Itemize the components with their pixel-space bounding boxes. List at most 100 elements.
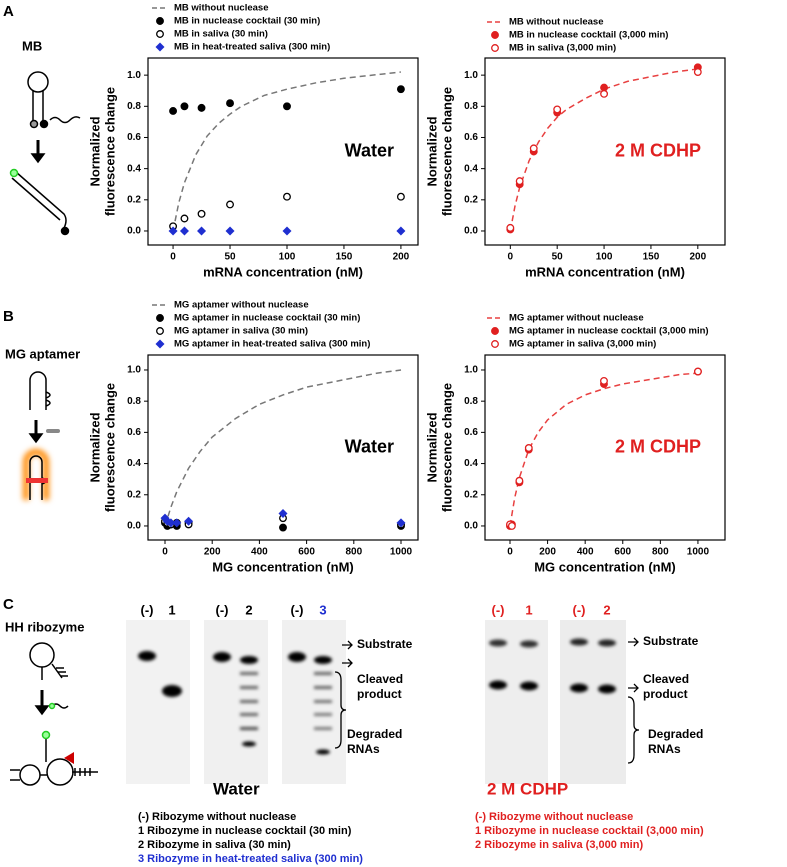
y-tick-label: 0.8 (127, 101, 141, 112)
gel-marker: RNAs (347, 742, 380, 756)
plot-frame (484, 57, 726, 246)
gel-marker: Substrate (643, 634, 699, 648)
legend-label: MB in nuclease cocktail (30 min) (174, 16, 320, 27)
point (396, 518, 406, 528)
panel-letter: B (3, 308, 14, 325)
y-tick-label: 0.2 (127, 489, 141, 500)
gel-legend: 2 Ribozyme in saliva (3,000 min) (475, 839, 643, 851)
legend-label: MB in nuclease cocktail (3,000 min) (509, 30, 668, 41)
x-axis-label: MG concentration (nM) (212, 559, 354, 574)
point (283, 192, 291, 201)
legend-label: MB in heat-treated saliva (300 min) (174, 42, 330, 53)
point (553, 105, 562, 114)
x-tick-label: 400 (577, 547, 594, 558)
legend-swatch (491, 340, 499, 348)
legend-swatch (155, 42, 165, 52)
y-tick-label: 0.2 (464, 489, 478, 500)
legend-label: MG aptamer in nuclease cocktail (30 min) (174, 313, 360, 324)
lane-label: (-) (492, 602, 505, 617)
panel-letter: A (3, 3, 14, 20)
point (226, 200, 234, 209)
x-tick-label: 600 (298, 547, 315, 558)
lane-label: 3 (319, 602, 326, 617)
x-tick-label: 200 (539, 547, 556, 558)
x-tick-label: 50 (224, 252, 236, 263)
plot-frame (147, 57, 419, 246)
gel-legend: 3 Ribozyme in heat-treated saliva (300 m… (138, 853, 363, 865)
gel-marker: Cleaved (643, 672, 689, 686)
legend-swatch (156, 327, 164, 335)
gel-condition: Water (213, 779, 260, 798)
x-tick-label: 0 (508, 252, 514, 263)
y-axis-label: fluorescence change (439, 87, 454, 216)
point (166, 518, 176, 528)
panel-title: MB (22, 38, 42, 53)
y-tick-label: 0.6 (127, 132, 141, 143)
y-tick-label: 0.8 (464, 101, 478, 112)
legend-label: MG aptamer without nuclease (174, 300, 309, 311)
y-tick-label: 0.6 (464, 427, 478, 438)
point (515, 177, 524, 186)
y-axis-label: Normalized (87, 116, 102, 186)
lane-label: 2 (245, 602, 252, 617)
annotation: Water (345, 436, 394, 456)
point (600, 376, 608, 385)
y-axis-label: Normalized (87, 412, 102, 482)
y-tick-label: 0.0 (127, 521, 141, 532)
x-tick-label: 0 (170, 252, 176, 263)
y-tick-label: 0.6 (127, 427, 141, 438)
y-tick-label: 1.0 (127, 70, 141, 81)
gel-images (126, 620, 626, 784)
gel-marker: RNAs (648, 742, 681, 756)
mb-icon (9, 71, 81, 236)
point (529, 144, 538, 153)
gel-condition: 2 M CDHP (487, 779, 568, 798)
x-axis-label: mRNA concentration (nM) (525, 264, 685, 279)
legend-swatch (491, 44, 499, 52)
lane-label: 2 (603, 602, 610, 617)
gel-legend: (-) Ribozyme without nuclease (138, 811, 296, 823)
legend-swatch (156, 17, 164, 25)
x-tick-label: 150 (643, 252, 660, 263)
legend-swatch (491, 31, 499, 39)
y-tick-label: 0.0 (464, 521, 478, 532)
x-tick-label: 400 (251, 547, 268, 558)
point (396, 85, 405, 94)
point (600, 89, 609, 98)
gel-legend: 2 Ribozyme in saliva (30 min) (138, 839, 291, 851)
point (282, 226, 292, 236)
x-tick-label: 0 (162, 547, 168, 558)
lane-label: 1 (168, 602, 175, 617)
fit-line (509, 372, 698, 527)
x-axis-label: MG concentration (nM) (534, 559, 676, 574)
point (179, 226, 189, 236)
y-tick-label: 0.6 (464, 132, 478, 143)
y-tick-label: 1.0 (464, 70, 478, 81)
y-tick-label: 1.0 (464, 365, 478, 376)
point (524, 444, 533, 452)
point (506, 223, 515, 232)
lane-label: (-) (141, 602, 154, 617)
y-tick-label: 0.2 (464, 194, 478, 205)
y-tick-label: 0.8 (464, 396, 478, 407)
gel-marker: Degraded (648, 727, 703, 741)
y-tick-label: 0.4 (127, 163, 141, 174)
point (693, 367, 702, 376)
x-tick-label: 150 (336, 252, 353, 263)
legend-swatch (491, 327, 499, 335)
legend-label: MG aptamer in saliva (30 min) (174, 326, 308, 337)
legend-swatch (156, 314, 164, 322)
lane-label: (-) (291, 602, 304, 617)
y-tick-label: 0.4 (464, 458, 478, 469)
fit-line (509, 68, 698, 232)
legend-label: MB without nuclease (509, 17, 603, 28)
legend-label: MB without nuclease (174, 3, 268, 14)
legend-label: MB in saliva (3,000 min) (509, 43, 616, 54)
mg-icon (23, 371, 60, 500)
plot-frame (147, 354, 419, 541)
point (197, 103, 206, 112)
annotation: Water (345, 140, 394, 160)
gel-marker: product (643, 687, 688, 701)
y-axis-label: Normalized (424, 412, 439, 482)
